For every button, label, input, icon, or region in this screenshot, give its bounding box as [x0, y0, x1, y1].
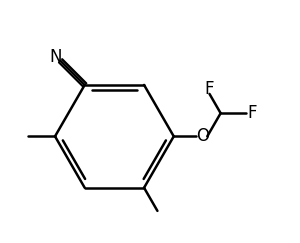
Text: F: F	[247, 104, 256, 122]
Text: O: O	[196, 127, 209, 145]
Text: F: F	[205, 80, 214, 98]
Text: N: N	[49, 48, 61, 66]
